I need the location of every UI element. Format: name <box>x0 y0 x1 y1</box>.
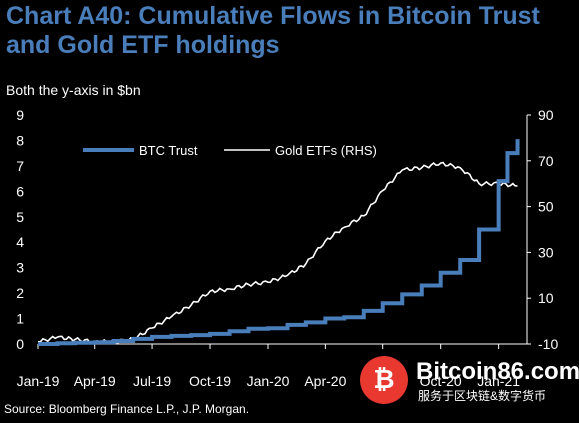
left-tick-label: 6 <box>16 183 24 199</box>
x-tick-label: Oct-19 <box>189 373 231 389</box>
right-tick-label: 70 <box>538 153 554 169</box>
x-tick-label: Apr-19 <box>74 373 116 389</box>
x-tick-label: Jan-20 <box>247 373 290 389</box>
left-tick-label: 5 <box>16 209 24 225</box>
x-axis-ticks: Jan-19Apr-19Jul-19Oct-19Jan-20Apr-20Jul-… <box>17 344 520 389</box>
watermark: ₿ Bitcoin86.com 服务于区块链&数字货币 <box>360 356 579 406</box>
right-tick-label: 30 <box>538 244 554 260</box>
x-tick-label: Jul-19 <box>133 373 171 389</box>
watermark-tagline: 服务于区块链&数字货币 <box>418 389 547 403</box>
chart-title: Chart A40: Cumulative Flows in Bitcoin T… <box>6 2 540 59</box>
left-tick-label: 1 <box>16 311 24 327</box>
legend-btc-label: BTC Trust <box>139 143 198 158</box>
source-note: Source: Bloomberg Finance L.P., J.P. Mor… <box>4 402 250 416</box>
gold-etf-series-line <box>37 161 518 345</box>
legend-gold-label: Gold ETFs (RHS) <box>275 143 377 158</box>
x-tick-label: Oct-20 <box>420 373 462 389</box>
axis-unit-note: Both the y-axis in $bn <box>6 82 141 98</box>
x-tick-label: Jan-19 <box>17 373 60 389</box>
left-tick-label: 4 <box>16 234 24 250</box>
left-tick-label: 3 <box>16 260 24 276</box>
x-tick-label: Apr-20 <box>304 373 346 389</box>
watermark-name: Bitcoin86.com <box>416 358 579 385</box>
left-tick-label: 2 <box>16 285 24 301</box>
right-tick-label: 10 <box>538 290 554 306</box>
legend: BTC Trust Gold ETFs (RHS) <box>83 143 377 158</box>
bitcoin-logo-icon: ₿ <box>360 356 408 404</box>
right-tick-label: 90 <box>538 107 554 123</box>
left-axis-ticks: 0 1 2 3 4 5 6 7 8 9 <box>16 107 24 352</box>
right-tick-label: 50 <box>538 199 554 215</box>
btc-trust-series-line <box>38 139 520 346</box>
right-tick-label: -10 <box>538 336 558 352</box>
left-tick-label: 8 <box>16 132 24 148</box>
left-tick-label: 0 <box>16 336 24 352</box>
right-axis-ticks: -10 10 30 50 70 90 <box>527 107 558 352</box>
left-tick-label: 7 <box>16 158 24 174</box>
left-tick-label: 9 <box>16 107 24 123</box>
x-tick-label: Jan-21 <box>477 373 520 389</box>
